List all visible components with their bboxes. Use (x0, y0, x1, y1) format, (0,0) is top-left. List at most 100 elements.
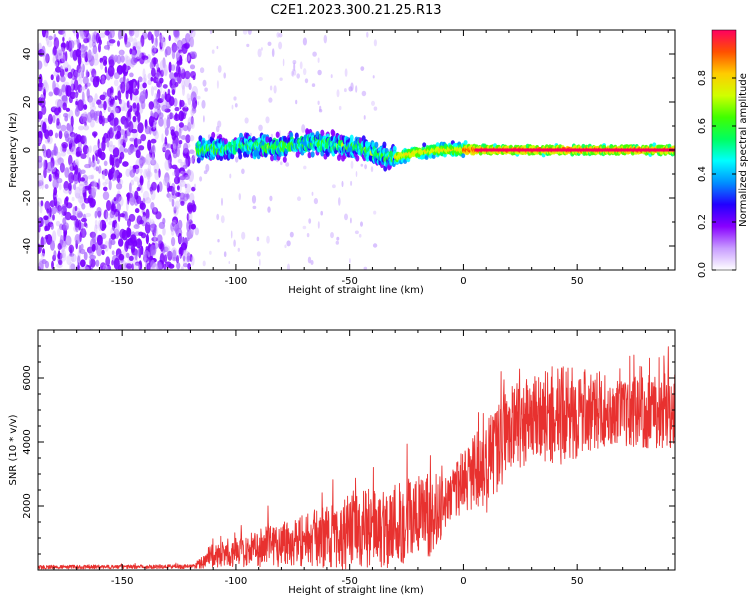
noise-blob (153, 162, 160, 174)
noise-blob (50, 149, 58, 156)
noise-speck (268, 97, 273, 103)
noise-blob (179, 99, 185, 108)
colorbar-tick-label: 0.2 (697, 214, 708, 230)
noise-blob (176, 60, 183, 66)
noise-speck (350, 82, 354, 92)
noise-blob (52, 45, 57, 56)
noise-blob (126, 37, 130, 48)
noise-blob (73, 160, 80, 168)
noise-blob (178, 167, 185, 175)
noise-blob (83, 251, 88, 261)
noise-blob (91, 34, 97, 44)
noise-blob (128, 255, 134, 261)
noise-blob (82, 76, 89, 85)
noise-blob (62, 36, 65, 42)
noise-speck (303, 165, 307, 170)
noise-blob (136, 195, 142, 205)
noise-blob (96, 183, 100, 190)
noise-blob (71, 255, 75, 263)
noise-blob (84, 180, 88, 186)
noise-blob (78, 183, 85, 191)
noise-speck (209, 250, 212, 255)
noise-blob (78, 68, 83, 79)
noise-blob (144, 221, 151, 234)
noise-blob (135, 238, 143, 249)
noise-blob (41, 30, 47, 38)
noise-blob (38, 180, 44, 187)
noise-blob (147, 31, 153, 41)
noise-blob (54, 159, 61, 166)
noise-blob (43, 88, 46, 100)
snr-x-tick-label: -150 (111, 576, 134, 587)
noise-speck (297, 196, 301, 201)
noise-blob (125, 55, 131, 67)
noise-speck (363, 115, 366, 120)
noise-blob (174, 167, 180, 178)
noise-blob (83, 124, 90, 131)
noise-blob (178, 66, 181, 78)
signal-blob (238, 153, 243, 160)
noise-blob (177, 158, 183, 164)
noise-blob (58, 205, 62, 215)
noise-blob (154, 168, 158, 174)
noise-speck (204, 87, 208, 92)
noise-speck (256, 236, 260, 242)
noise-blob (57, 157, 64, 165)
noise-blob (185, 183, 192, 194)
noise-blob (133, 81, 136, 93)
snr-x-tick-label: 0 (460, 576, 466, 587)
noise-blob (99, 39, 102, 45)
noise-speck (209, 30, 213, 35)
noise-speck (241, 168, 245, 175)
noise-blob (180, 242, 187, 251)
noise-blob (108, 104, 116, 114)
noise-speck (237, 247, 240, 252)
noise-blob (64, 51, 68, 62)
noise-speck (285, 162, 290, 167)
noise-blob (172, 143, 177, 152)
noise-blob (154, 72, 160, 79)
noise-blob (147, 180, 150, 190)
noise-blob (45, 53, 50, 64)
noise-blob (191, 101, 197, 112)
noise-blob (41, 259, 47, 265)
noise-blob (58, 259, 63, 266)
signal-blob (320, 129, 325, 136)
noise-blob (190, 71, 196, 79)
noise-blob (188, 224, 192, 230)
noise-blob (95, 166, 99, 172)
noise-blob (52, 230, 57, 243)
noise-blob (135, 41, 143, 50)
snr-panel: -150 -100 -50 0 50 2000 4000 6000 Height of str… (8, 329, 676, 596)
noise-blob (139, 200, 144, 209)
noise-blob (191, 51, 198, 59)
noise-blob (115, 222, 120, 234)
noise-blob (129, 195, 136, 206)
noise-blob (94, 149, 101, 157)
noise-blob (83, 198, 91, 204)
noise-blob (191, 154, 196, 164)
noise-blob (119, 151, 125, 160)
noise-blob (186, 213, 190, 222)
noise-blob (43, 79, 48, 90)
noise-speck (267, 206, 271, 213)
noise-blob (165, 46, 172, 56)
noise-blob (77, 255, 81, 266)
noise-blob (96, 159, 100, 165)
noise-speck (201, 99, 206, 109)
noise-blob (155, 228, 159, 237)
noise-blob (66, 40, 69, 51)
noise-speck (230, 230, 233, 239)
noise-speck (306, 233, 310, 238)
noise-blob (89, 258, 96, 268)
noise-blob (190, 116, 194, 125)
noise-blob (38, 60, 43, 70)
noise-blob (189, 149, 195, 154)
noise-blob (79, 30, 85, 40)
noise-blob (52, 177, 57, 186)
noise-blob (79, 181, 85, 187)
noise-blob (99, 78, 106, 85)
noise-speck (308, 218, 312, 224)
noise-blob (178, 140, 183, 145)
noise-blob (117, 90, 122, 101)
